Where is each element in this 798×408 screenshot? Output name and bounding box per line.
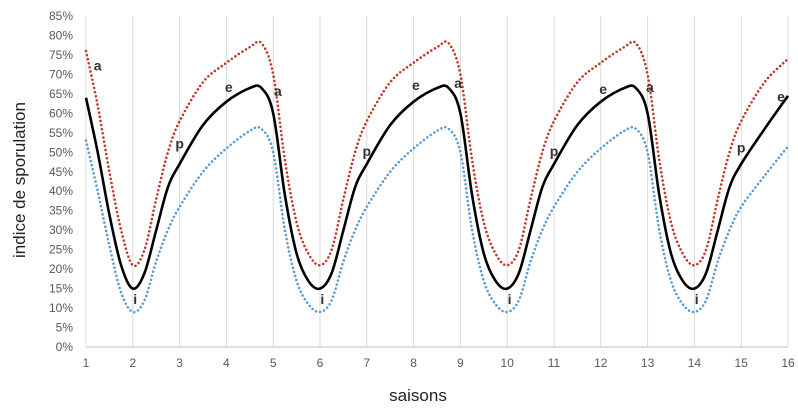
x-tick-label: 8: [410, 356, 417, 370]
y-tick-label: 65%: [49, 87, 73, 101]
x-axis-title: saisons: [389, 386, 447, 405]
annotation-label: e: [599, 81, 607, 97]
x-tick-label: 5: [270, 356, 277, 370]
y-tick-label: 80%: [49, 28, 73, 42]
x-tick-label: 7: [363, 356, 370, 370]
annotation-label: i: [695, 291, 699, 307]
y-tick-label: 20%: [49, 262, 73, 276]
x-tick-label: 1: [83, 356, 90, 370]
annotation-label: i: [320, 291, 324, 307]
y-tick-label: 0%: [56, 340, 74, 354]
x-tick-label: 11: [548, 356, 561, 370]
x-tick-labels: 1 2 3 4 5 6 7 8 9 10 11 12 13 14 15 16: [83, 356, 795, 370]
y-tick-label: 45%: [49, 165, 73, 179]
y-tick-label: 85%: [49, 9, 73, 23]
y-tick-label: 55%: [49, 126, 73, 140]
y-tick-label: 35%: [49, 204, 73, 218]
annotation-label: e: [225, 79, 233, 95]
annotation-label: p: [737, 139, 746, 155]
curve-annotations: a i p e a i p e a i p e a i p e: [94, 58, 785, 308]
y-tick-label: 40%: [49, 184, 73, 198]
y-tick-label: 70%: [49, 67, 73, 81]
y-tick-label: 25%: [49, 243, 73, 257]
y-tick-label: 75%: [49, 48, 73, 62]
y-axis-title: indice de sporulation: [10, 102, 29, 258]
x-tick-label: 14: [688, 356, 702, 370]
y-tick-label: 5%: [56, 321, 74, 335]
x-tick-label: 3: [176, 356, 183, 370]
x-tick-label: 12: [594, 356, 608, 370]
x-tick-label: 6: [317, 356, 324, 370]
x-tick-label: 16: [781, 356, 795, 370]
y-tick-labels: 0% 5% 10% 15% 20% 25% 30% 35% 40% 45% 50% 55% 60% 65%…: [49, 9, 73, 354]
x-tick-label: 4: [223, 356, 230, 370]
y-tick-label: 15%: [49, 282, 73, 296]
annotation-label: p: [175, 135, 184, 151]
x-tick-label: 10: [501, 356, 515, 370]
annotation-label: p: [363, 143, 372, 159]
gridlines: [85, 16, 789, 347]
annotation-label: a: [646, 79, 654, 95]
y-tick-label: 60%: [49, 106, 73, 120]
x-tick-label: 13: [641, 356, 655, 370]
series-lines: [84, 40, 790, 314]
y-tick-label: 50%: [49, 145, 73, 159]
annotation-label: a: [94, 58, 102, 74]
annotation-label: e: [412, 77, 420, 93]
annotation-label: a: [454, 75, 462, 91]
annotation-label: e: [777, 89, 785, 105]
annotation-label: a: [274, 83, 282, 99]
upper-dotted-series-line: [84, 40, 790, 268]
x-tick-label: 2: [129, 356, 136, 370]
annotation-label: i: [133, 291, 137, 307]
annotation-label: p: [550, 143, 559, 159]
lower-dotted-series-line: [84, 125, 790, 314]
central-solid-series-line: [84, 84, 790, 291]
y-tick-label: 10%: [49, 301, 73, 315]
annotation-label: i: [508, 291, 512, 307]
x-tick-label: 9: [457, 356, 464, 370]
x-tick-label: 15: [735, 356, 749, 370]
y-tick-label: 30%: [49, 223, 73, 237]
